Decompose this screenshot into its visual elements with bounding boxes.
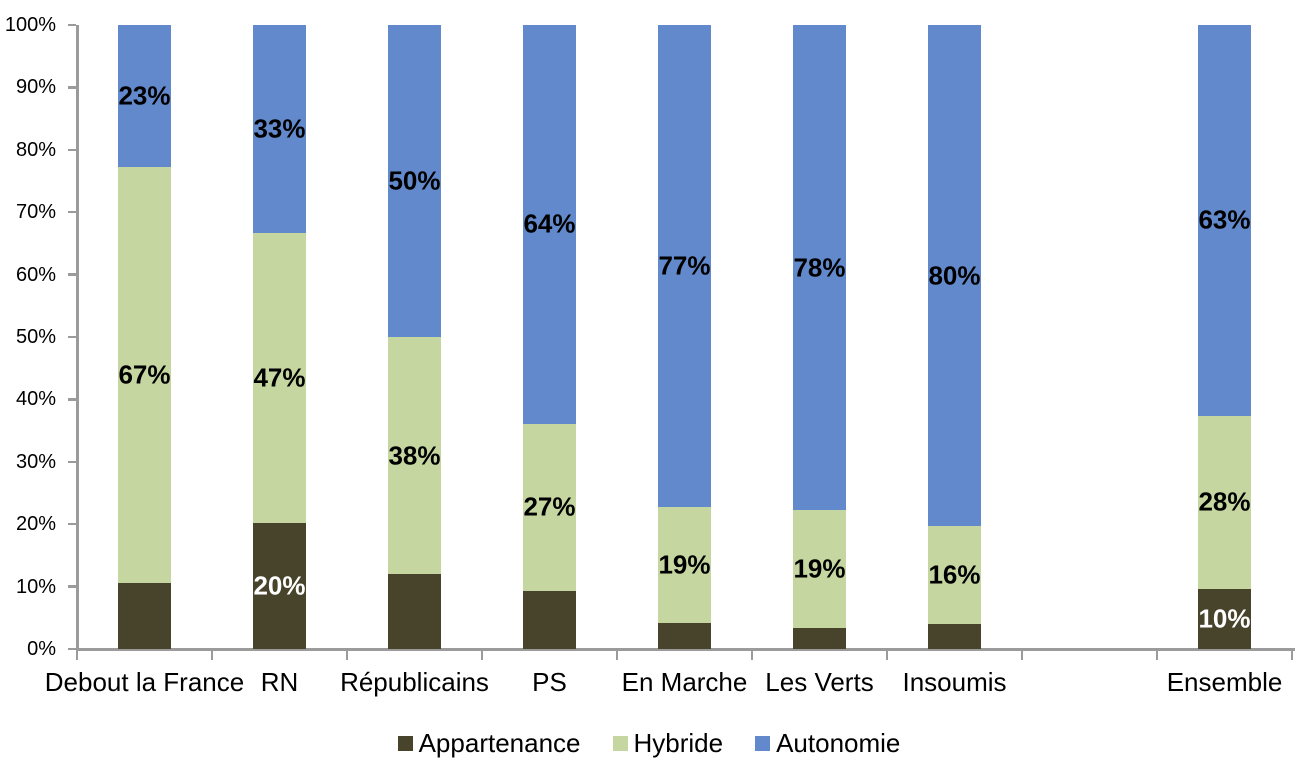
category-label-5: Les Verts (765, 667, 874, 697)
bar-segment-autonomie (253, 25, 306, 233)
bar-segment-hybride (928, 526, 981, 625)
legend-item-hybride: Hybride (612, 728, 724, 758)
data-label-hybride: 67% (118, 359, 171, 390)
legend-label-hybride: Hybride (633, 728, 724, 758)
legend-item-autonomie: Autonomie (755, 728, 900, 758)
legend-swatch-appartenance (397, 735, 413, 751)
bar-segment-autonomie (118, 25, 171, 168)
y-axis-tick-label-90: 90% (15, 76, 56, 99)
x-axis-tick-6 (885, 650, 889, 660)
data-label-autonomie: 50% (388, 165, 441, 196)
category-label-1: RN (260, 667, 299, 697)
y-axis-tick-10 (68, 585, 76, 588)
y-axis-tick-label-50: 50% (15, 326, 56, 348)
category-label-4: En Marche (621, 667, 748, 697)
data-label-autonomie: 63% (1198, 204, 1251, 235)
y-axis-tick-60 (68, 273, 76, 276)
legend-item-appartenance: Appartenance (397, 728, 581, 758)
bar-segment-autonomie (1198, 25, 1251, 416)
bar-segment-autonomie (523, 25, 576, 424)
y-axis-tick-100 (68, 23, 76, 27)
x-axis-tick-8 (1155, 650, 1159, 660)
y-axis-tick-label-80: 80% (15, 138, 56, 161)
bar-segment-autonomie (388, 25, 441, 337)
y-axis-line (75, 25, 79, 649)
bar-segment-hybride (793, 510, 846, 629)
category-label-8: Ensemble (1166, 667, 1283, 697)
y-axis-tick-30 (68, 460, 76, 464)
data-label-autonomie: 23% (118, 80, 171, 111)
bar-segment-autonomie (793, 25, 846, 511)
bar-segment-appartenance (388, 574, 441, 649)
legend-label-appartenance: Appartenance (418, 728, 581, 758)
x-axis-tick-0 (75, 650, 79, 660)
data-label-hybride: 19% (658, 549, 711, 580)
y-axis-tick-label-30: 30% (15, 450, 56, 473)
data-label-hybride: 38% (388, 440, 441, 471)
bar-segment-appartenance (658, 622, 711, 649)
bar-segment-hybride (658, 506, 711, 623)
bar-segment-autonomie (928, 25, 981, 527)
data-label-autonomie: 33% (253, 113, 306, 144)
y-axis-tick-label-70: 70% (15, 201, 56, 224)
data-label-hybride: 27% (523, 491, 576, 522)
legend-swatch-autonomie (755, 735, 771, 751)
x-axis-tick-3 (480, 650, 484, 660)
y-axis-tick-label-20: 20% (15, 513, 56, 536)
category-label-6: Insoumis (902, 667, 1007, 697)
bar-segment-appartenance (523, 590, 576, 649)
legend-label-autonomie: Autonomie (776, 728, 901, 758)
y-axis-tick-label-10: 10% (15, 575, 56, 598)
y-axis-tick-label-60: 60% (15, 263, 56, 286)
y-axis-tick-20 (68, 522, 76, 526)
data-label-appartenance: 10% (1198, 603, 1251, 634)
x-axis-tick-1 (210, 650, 214, 660)
category-label-3: PS (532, 667, 567, 697)
y-axis-tick-70 (68, 210, 76, 214)
bar-segment-appartenance (253, 522, 306, 649)
data-label-appartenance: 20% (253, 570, 306, 601)
x-axis-tick-2 (345, 650, 349, 660)
legend-swatch-hybride (612, 735, 628, 751)
x-axis-tick-4 (615, 650, 619, 660)
y-axis-tick-label-0: 0% (27, 638, 56, 660)
bar-segment-appartenance (118, 582, 171, 649)
x-axis-tick-5 (750, 650, 754, 660)
data-label-autonomie: 77% (658, 250, 711, 281)
legend: Appartenance Hybride Autonomie (0, 728, 1298, 758)
bar-segment-appartenance (793, 628, 846, 649)
y-axis-tick-label-40: 40% (15, 388, 56, 411)
x-axis-tick-7 (1020, 650, 1024, 660)
category-label-0: Debout la France (44, 667, 245, 697)
x-axis-tick-9 (1290, 650, 1294, 660)
bar-segment-hybride (253, 232, 306, 523)
bar-segment-hybride (523, 423, 576, 591)
data-label-hybride: 16% (928, 559, 981, 590)
y-axis-tick-0 (68, 647, 76, 651)
y-axis-tick-40 (68, 398, 76, 401)
y-axis-tick-label-100: 100% (4, 14, 56, 36)
bar-segment-autonomie (658, 25, 711, 507)
y-axis-tick-90 (68, 86, 76, 89)
data-label-autonomie: 64% (523, 208, 576, 239)
bar-segment-appartenance (1198, 589, 1251, 649)
bar-segment-hybride (1198, 415, 1251, 590)
bar-segment-appartenance (928, 624, 981, 649)
data-label-autonomie: 78% (793, 252, 846, 283)
bar-segment-hybride (118, 167, 171, 583)
category-label-2: Républicains (340, 667, 489, 697)
y-axis-tick-50 (68, 335, 76, 339)
data-label-hybride: 28% (1198, 486, 1251, 517)
data-label-hybride: 47% (253, 362, 306, 393)
y-axis-tick-80 (68, 148, 76, 152)
bar-segment-hybride (388, 337, 441, 575)
data-label-hybride: 19% (793, 553, 846, 584)
data-label-autonomie: 80% (928, 260, 981, 291)
x-axis-line (75, 648, 1295, 651)
